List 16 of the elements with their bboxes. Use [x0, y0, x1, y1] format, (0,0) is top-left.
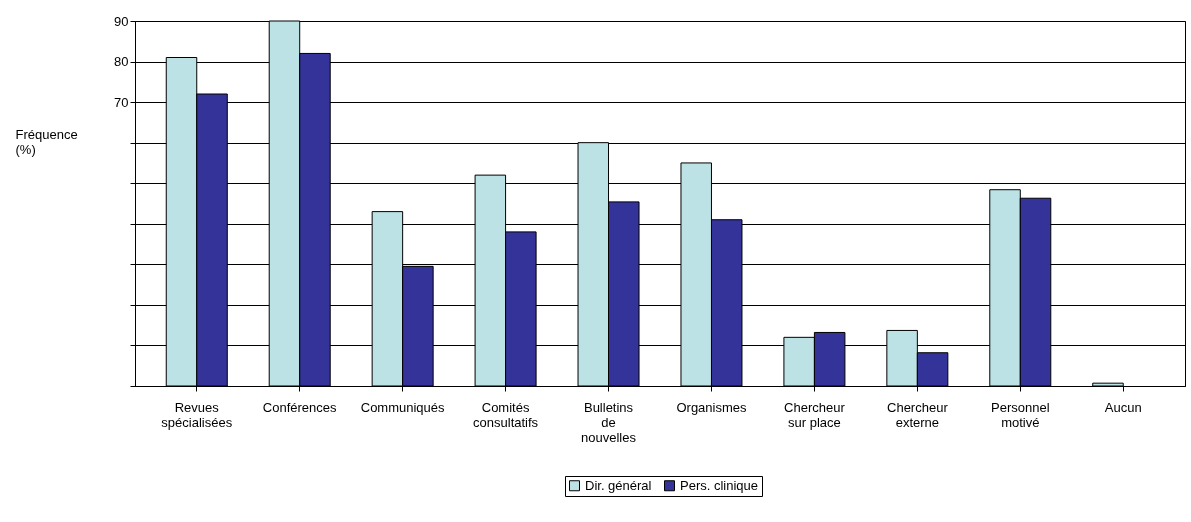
- x-tick-label: Conférences: [262, 399, 338, 415]
- x-tick-label: Aucun: [1104, 399, 1142, 415]
- x-tick-label: Communiqués: [360, 399, 446, 415]
- legend-label: Pers. clinique: [680, 477, 759, 493]
- y-tick-label: 70: [114, 94, 129, 110]
- y-tick-label: 90: [114, 13, 129, 29]
- legend-label: Dir. général: [585, 477, 652, 493]
- x-tick-label: Personnel motivé: [991, 399, 1050, 430]
- x-tick-label: Chercheur sur place: [784, 399, 846, 430]
- x-tick-label: Bulletins de nouvelles: [581, 399, 637, 445]
- y-tick-label: 80: [114, 54, 129, 70]
- x-tick-label: Revues spécialisées: [161, 399, 233, 430]
- x-tick-label: Chercheur externe: [887, 399, 949, 430]
- y-axis-title: Fréquence (%): [15, 126, 78, 157]
- x-tick-label: Organismes: [676, 399, 748, 415]
- x-tick-label: Comités consultatifs: [473, 399, 539, 430]
